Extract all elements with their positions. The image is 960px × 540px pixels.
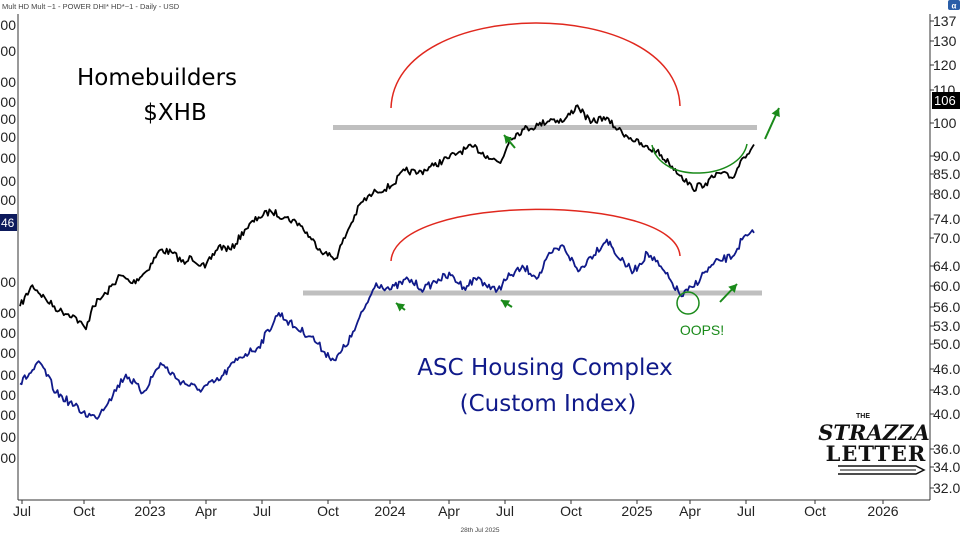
x-tick-label: 2025 [621,503,652,519]
x-tick-label: Jul [253,503,271,519]
left-tick-label: .00 [0,305,16,321]
green-arrow [764,107,780,140]
x-tick-label: Oct [317,503,339,519]
left-tick-label: .00 [0,345,16,361]
right-tick-label: 90.0 [933,148,960,164]
arrow-head [396,303,406,312]
right-tick-label: 50.0 [933,336,960,352]
xhb-label-line1: Homebuilders [77,65,237,91]
x-tick-label: Oct [560,503,582,519]
arrow-annotations [395,107,780,312]
left-tick-label: .00 [0,150,16,166]
left-axis: .00.00.00.00.00.00.00.00.00.00.00.00.00.… [0,17,16,466]
x-tick-label: Jul [737,503,755,519]
x-tick-label: Oct [804,503,826,519]
strazza-letter-logo: THE STRAZZA LETTER [818,413,930,475]
left-tick-label: .00 [0,407,16,423]
right-tick-label: 130 [933,33,957,49]
right-tick-label: 32.0 [933,480,960,496]
svg-text:STRAZZA: STRAZZA [818,420,930,445]
date-footer: 28th Jul 2025 [460,527,499,534]
arrow-head [771,108,780,118]
series-line-xhb [19,104,755,331]
x-tick-label: Jul [496,503,514,519]
xhb-top-arc [390,22,681,109]
right-tick-label: 60.0 [933,278,960,294]
right-tick-label: 46.0 [933,361,960,377]
x-tick-label: Oct [73,503,95,519]
x-tick-label: Apr [679,503,701,519]
svg-text:α: α [952,2,957,11]
right-tick-label: 74.0 [933,211,960,227]
right-axis: 13713012011010090.085.080.074.070.064.06… [930,13,960,496]
right-tick-label: 120 [933,57,957,73]
index-label-line1: ASC Housing Complex [417,355,672,381]
right-tick-label: 70.0 [933,230,960,246]
right-tick-label: 53.0 [933,318,960,334]
oops-circle [676,291,700,315]
left-tick-label: .00 [0,43,16,59]
arrow-head [501,300,511,309]
right-tick-label: 100 [933,115,957,131]
price-tag-left: 46 [0,214,17,231]
left-tick-label: .00 [0,367,16,383]
chart-header-title: Mult HD Mult ~1 - POWER DHI* HD*~1 - Dai… [2,2,180,11]
left-tick-label: .00 [0,429,16,445]
index-top-arc [390,208,681,262]
left-tick-label: .00 [0,111,16,127]
left-tick-label: .00 [0,325,16,341]
left-tick-label: .00 [0,387,16,403]
series-line-index [19,229,755,420]
left-tick-label: .00 [0,450,16,466]
left-tick-label: .00 [0,192,16,208]
right-tick-label: 34.0 [933,459,960,475]
left-tick-label: .00 [0,274,16,290]
arrow-head [728,284,737,293]
green-arrow [395,302,406,312]
right-tick-label: 137 [933,13,957,29]
oops-label: OOPS! [680,322,724,338]
x-tick-label: 2024 [374,503,405,519]
svg-text:LETTER: LETTER [826,441,927,466]
left-tick-label: .00 [0,129,16,145]
x-tick-label: 2026 [867,503,898,519]
right-tick-label: 80.0 [933,186,960,202]
green-arrow [500,299,513,309]
svg-text:46: 46 [1,216,15,230]
left-tick-label: .00 [0,173,16,189]
x-tick-label: Jul [13,503,31,519]
price-tag-right: 106 [932,92,960,109]
info-icon[interactable]: α [948,0,960,11]
left-tick-label: .00 [0,94,16,110]
index-label-line2: (Custom Index) [460,391,637,417]
arrow-head [504,135,513,145]
green-arrow [719,283,738,303]
x-tick-label: Apr [195,503,217,519]
xhb-label-line2: $XHB [143,100,206,126]
svg-text:106: 106 [934,93,956,108]
svg-text:THE: THE [856,413,870,420]
x-tick-label: 2023 [134,503,165,519]
left-tick-label: .00 [0,17,16,33]
right-tick-label: 85.0 [933,166,960,182]
x-tick-label: Apr [438,503,460,519]
right-tick-label: 43.0 [933,382,960,398]
x-axis: Jul Oct 2023 Apr Jul Oct 2024 Apr Jul Oct 2025 Apr J… [13,500,899,519]
right-tick-label: 64.0 [933,258,960,274]
green-arrow [503,134,516,149]
left-tick-label: .00 [0,74,16,90]
xhb-bottom-arc [651,143,748,174]
right-tick-label: 56.0 [933,299,960,315]
right-tick-label: 36.0 [933,441,960,457]
right-tick-label: 40.0 [933,406,960,422]
